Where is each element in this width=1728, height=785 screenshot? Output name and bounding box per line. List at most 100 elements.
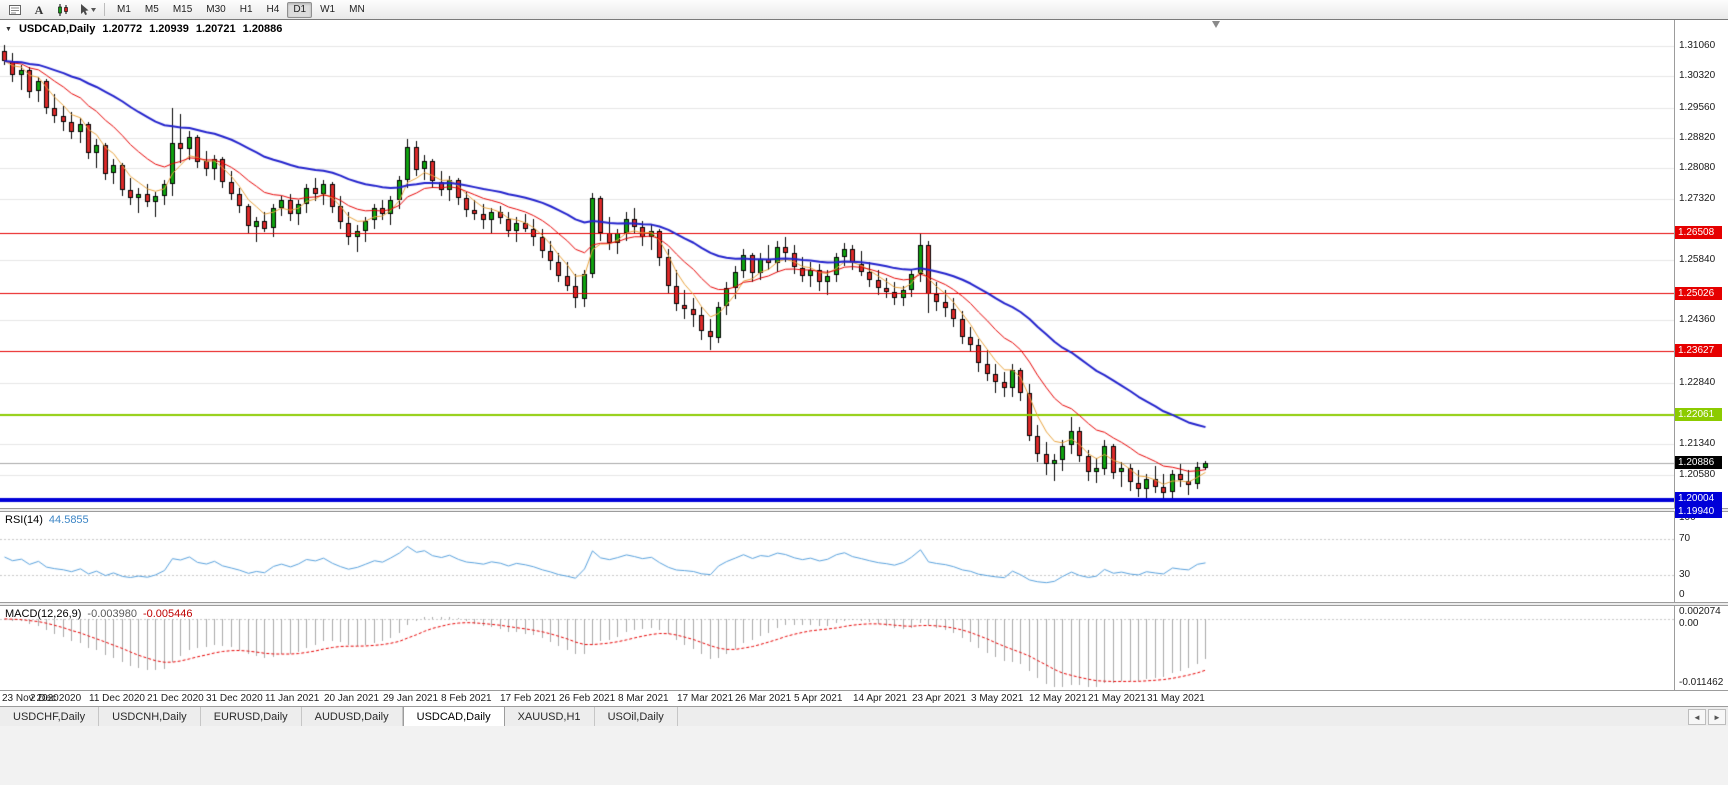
time-axis-label: 3 May 2021 (971, 693, 1024, 704)
rsi-tick-label: 70 (1679, 533, 1691, 544)
price-pane[interactable]: ▼ USDCAD,Daily 1.20772 1.20939 1.20721 1… (0, 20, 1728, 519)
symbol-dropdown-icon[interactable]: ▼ (5, 25, 12, 33)
chart-tab-eurusd[interactable]: EURUSD,Daily (201, 707, 302, 726)
rsi-header: RSI(14) 44.5855 (5, 514, 89, 526)
price-tick-label: 1.27320 (1679, 193, 1716, 205)
pane-separator[interactable] (0, 508, 1728, 512)
time-axis[interactable]: 23 Nov 2020 2 Dec 2020 11 Dec 2020 21 Dec 2… (0, 690, 1728, 706)
main-toolbar: A M1 M5 M15 M30 H1 H4 D1 W1 MN (0, 0, 1728, 20)
timeframe-w1[interactable]: W1 (320, 3, 336, 15)
time-axis-label: 20 Jan 2021 (324, 693, 380, 704)
timeframe-m15[interactable]: M15 (172, 3, 193, 15)
tab-scroll-buttons: ◄ ► (1688, 709, 1726, 725)
macd-label: MACD(12,26,9) (5, 608, 82, 620)
rsi-pane[interactable]: RSI(14) 44.5855 10070300 (0, 512, 1728, 602)
chart-tab-usdchf[interactable]: USDCHF,Daily (0, 707, 100, 726)
rsi-label: RSI(14) (5, 514, 43, 526)
price-line-label: 1.20004 (1675, 492, 1722, 506)
time-axis-label: 31 May 2021 (1147, 693, 1205, 704)
time-axis-label: 11 Jan 2021 (265, 693, 320, 704)
price-tick-label: 1.28080 (1679, 162, 1716, 174)
time-axis-label: 8 Mar 2021 (618, 693, 669, 704)
chart-tab-usdcad[interactable]: USDCAD,Daily (402, 707, 505, 726)
chart-header: ▼ USDCAD,Daily 1.20772 1.20939 1.20721 1… (5, 23, 282, 35)
timeframe-mn[interactable]: MN (349, 3, 365, 15)
macd-tick-label: 0.00 (1679, 618, 1699, 629)
price-tick-label: 1.29560 (1679, 101, 1716, 113)
time-axis-label: 31 Dec 2020 (206, 693, 263, 704)
price-tick-label: 1.20580 (1679, 469, 1716, 481)
macd-tick-label: -0.011462 (1679, 677, 1724, 688)
time-axis-label: 8 Feb 2021 (441, 693, 492, 704)
timeframe-d1[interactable]: D1 (287, 1, 313, 18)
price-line-label: 1.26508 (1675, 226, 1722, 240)
candles-chart-icon[interactable] (52, 1, 74, 19)
time-axis-label: 17 Mar 2021 (677, 693, 734, 704)
symbol-timeframe-label: USDCAD,Daily (18, 23, 96, 35)
ohlc-close: 1.20886 (242, 23, 283, 35)
bottom-empty-area (0, 726, 1728, 785)
price-chart-canvas[interactable] (0, 20, 1674, 508)
chart-tab-usdcnh[interactable]: USDCNH,Daily (99, 707, 201, 726)
price-tick-label: 1.30320 (1679, 70, 1716, 82)
time-axis-label: 5 Apr 2021 (794, 693, 843, 704)
price-tick-label: 1.25840 (1679, 253, 1716, 265)
time-axis-label: 21 Dec 2020 (147, 693, 204, 704)
time-axis-label: 12 May 2021 (1029, 693, 1087, 704)
rsi-value: 44.5855 (48, 514, 89, 526)
chart-window[interactable]: ▼ USDCAD,Daily 1.20772 1.20939 1.20721 1… (0, 20, 1728, 706)
time-axis-label: 2 Dec 2020 (30, 693, 82, 704)
ohlc-high: 1.20939 (149, 23, 189, 35)
time-axis-label: 29 Jan 2021 (383, 693, 439, 704)
cursor-tool-icon[interactable] (76, 1, 98, 19)
rsi-tick-label: 0 (1679, 589, 1685, 600)
macd-value-main: -0.003980 (87, 608, 137, 620)
timeframe-group: M1 M5 M15 M30 H1 H4 D1 W1 MN (110, 1, 372, 18)
chart-tabs-bar: USDCHF,Daily USDCNH,Daily EURUSD,Daily AUDU… (0, 706, 1728, 726)
macd-header: MACD(12,26,9) -0.003980 -0.005446 (5, 608, 193, 620)
price-line-label: 1.20886 (1675, 456, 1722, 470)
rsi-chart-canvas[interactable] (0, 512, 1674, 602)
price-tick-label: 1.21340 (1679, 438, 1716, 450)
toolbar-icon-group: A (3, 1, 99, 19)
charts-list-icon[interactable] (4, 1, 26, 19)
time-axis-label: 26 Mar 2021 (735, 693, 792, 704)
time-axis-label: 21 May 2021 (1088, 693, 1146, 704)
timeframe-m30[interactable]: M30 (206, 3, 226, 15)
rsi-tick-label: 30 (1679, 569, 1691, 580)
macd-chart-canvas[interactable] (0, 606, 1674, 690)
price-line-label: 1.23627 (1675, 344, 1722, 357)
timeframe-m1[interactable]: M1 (117, 3, 131, 15)
ohlc-low: 1.20721 (195, 23, 236, 35)
chart-tab-xauusd[interactable]: XAUUSD,H1 (505, 707, 595, 726)
price-line-label: 1.19940 (1675, 505, 1722, 519)
macd-pane[interactable]: MACD(12,26,9) -0.003980 -0.005446 0.0020… (0, 606, 1728, 690)
timeframe-m5[interactable]: M5 (144, 3, 159, 15)
tab-scroll-right-button[interactable]: ► (1708, 709, 1726, 725)
chart-tabs: USDCHF,Daily USDCNH,Daily EURUSD,Daily AUDU… (0, 707, 678, 726)
price-tick-label: 1.24360 (1679, 314, 1716, 326)
time-axis-label: 23 Nov 2020 (2, 693, 59, 704)
axis-separator-line (1674, 20, 1675, 690)
pane-separator[interactable] (0, 602, 1728, 606)
tab-scroll-left-button[interactable]: ◄ (1688, 709, 1706, 725)
price-line-label: 1.25026 (1675, 286, 1722, 300)
timeframe-h1[interactable]: H1 (239, 3, 253, 15)
time-axis-label: 14 Apr 2021 (853, 693, 907, 704)
timeframe-h4[interactable]: H4 (266, 3, 280, 15)
chart-shift-marker-icon[interactable] (1212, 21, 1220, 28)
time-axis-label: 17 Feb 2021 (500, 693, 557, 704)
chart-tab-audusd[interactable]: AUDUSD,Daily (302, 707, 403, 726)
price-line-label: 1.22061 (1675, 408, 1722, 422)
ohlc-open: 1.20772 (102, 23, 143, 35)
macd-value-signal: -0.005446 (142, 608, 193, 620)
chart-tab-usoil[interactable]: USOil,Daily (595, 707, 678, 726)
macd-tick-label: 0.002074 (1679, 606, 1721, 617)
time-axis-label: 26 Feb 2021 (559, 693, 616, 704)
time-axis-label: 11 Dec 2020 (89, 693, 145, 704)
price-tick-label: 1.31060 (1679, 40, 1716, 52)
price-tick-label: 1.22840 (1679, 376, 1716, 388)
price-tick-label: 1.28820 (1679, 131, 1716, 143)
text-tool-icon[interactable]: A (34, 2, 44, 17)
